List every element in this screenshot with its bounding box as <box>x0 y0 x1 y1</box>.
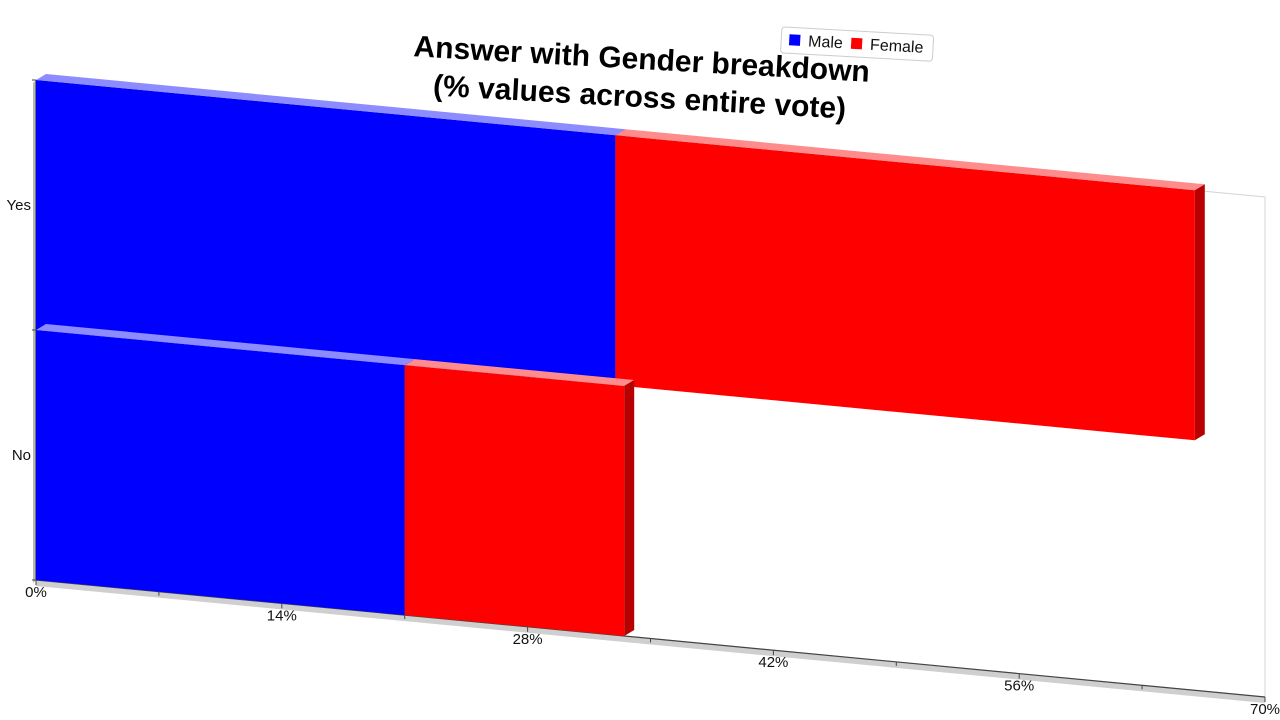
legend-swatch-male <box>788 34 801 46</box>
x-axis-ticks: 0% 14% 28% 42% 56% 70% <box>25 580 1280 718</box>
legend-label-male: Male <box>808 33 844 52</box>
bar-top <box>615 129 1205 191</box>
bar-face <box>36 330 405 616</box>
bar-face <box>36 80 616 386</box>
bars <box>36 74 1205 636</box>
bar-top <box>36 74 626 136</box>
bar-face <box>615 135 1195 441</box>
x-tick-label-1: 14% <box>267 607 297 624</box>
bar-top <box>404 359 635 386</box>
bar-male-no <box>36 324 415 616</box>
x-tick-label-5: 70% <box>1250 701 1280 718</box>
bar-side <box>1194 184 1205 441</box>
bar-face <box>404 365 625 636</box>
legend-label-female: Female <box>870 37 924 57</box>
x-tick-label-3: 42% <box>758 654 788 671</box>
x-tick-label-4: 56% <box>1004 678 1034 695</box>
legend-swatch-female <box>850 37 863 50</box>
bar-top <box>36 324 415 366</box>
plot-wall <box>33 80 36 583</box>
y-tick-label-yes: Yes <box>7 197 31 214</box>
bar-female-yes <box>615 129 1205 441</box>
y-axis-labels: Yes No <box>7 197 31 464</box>
x-tick-label-0: 0% <box>25 584 47 601</box>
bar-female-no <box>404 359 635 636</box>
x-tick-label-2: 28% <box>513 631 543 648</box>
legend: Male Female <box>780 26 935 62</box>
y-tick-label-no: No <box>12 447 31 464</box>
bar-side <box>624 380 635 636</box>
